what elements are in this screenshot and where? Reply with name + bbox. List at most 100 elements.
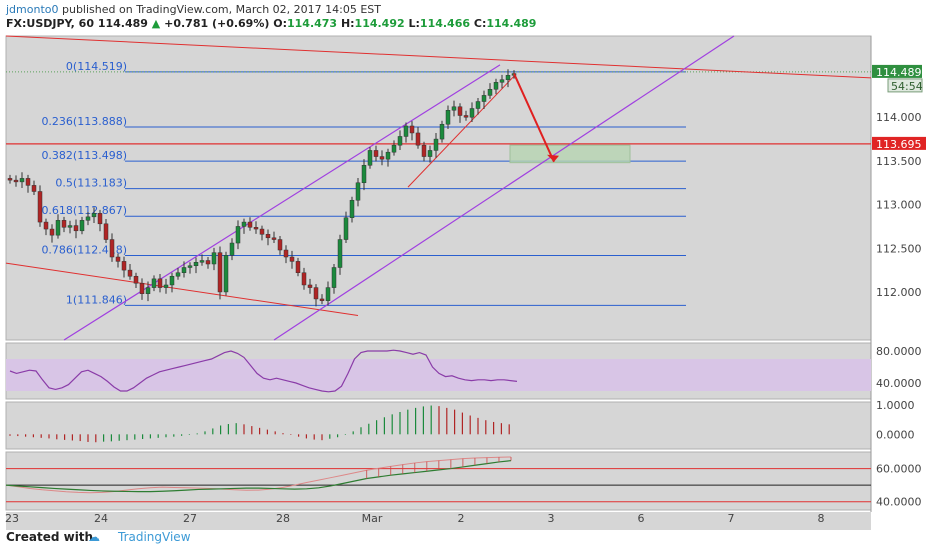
candle-body (85, 216, 91, 221)
candle-body (505, 75, 511, 80)
candle-body (481, 95, 487, 102)
price-tick-label: 112.500 (876, 242, 922, 255)
candle-body (445, 110, 451, 125)
change-value: +0.781 (+0.69%) (164, 17, 270, 30)
time-tick-label: 27 (183, 512, 197, 525)
candle-body (451, 106, 457, 111)
low-value: 114.466 (419, 17, 471, 30)
fib-label: 0(114.519) (66, 60, 127, 73)
candle-body (343, 217, 349, 240)
candle-body (427, 150, 433, 157)
last-price-badge (872, 64, 922, 78)
candle-body (163, 284, 169, 288)
macd-tick-label: 1.0000 (876, 399, 915, 412)
time-tick-label: 6 (638, 512, 645, 525)
candle-body (397, 136, 403, 146)
time-tick-label: 7 (728, 512, 735, 525)
candle-body (295, 261, 301, 273)
candle-body (127, 269, 133, 277)
price-axis-bg (871, 36, 932, 536)
close-value: 114.489 (486, 17, 537, 30)
candle-body (133, 275, 139, 284)
time-tick-label: Mar (362, 512, 383, 525)
candle-body (25, 178, 31, 186)
candle-body (355, 182, 361, 201)
candle-body (259, 228, 265, 235)
open-label: O: (273, 17, 287, 30)
candle-body (349, 199, 355, 218)
author-link[interactable]: jdmonto0 (6, 3, 59, 16)
symbol-label[interactable]: FX:USDJPY, 60 (6, 17, 94, 30)
tradingview-brand-link[interactable]: TradingView (118, 530, 191, 544)
last-price: 114.489 (97, 17, 148, 30)
price-tick-label: 113.000 (876, 199, 922, 212)
candle-body (157, 278, 163, 288)
candle-body (97, 213, 103, 225)
candle-body (361, 165, 367, 184)
candle-body (19, 178, 25, 183)
created-with-label: Created with (6, 530, 94, 544)
candle-body (7, 178, 13, 181)
time-tick-label: 3 (548, 512, 555, 525)
candle-body (13, 179, 19, 183)
price-tick-label: 114.000 (876, 111, 922, 124)
candle-body (415, 132, 421, 146)
candle-body (421, 144, 427, 157)
candle-body (235, 226, 241, 244)
candle-body (277, 239, 283, 251)
candle-body (109, 239, 115, 258)
candle-body (115, 256, 121, 262)
candle-body (463, 115, 469, 118)
candle-body (391, 144, 397, 153)
time-tick-label: 28 (276, 512, 290, 525)
candle-body (367, 150, 373, 166)
candle-body (337, 239, 343, 268)
candle-body (313, 287, 319, 300)
candle-body (247, 221, 253, 228)
time-tick-label: 8 (818, 512, 825, 525)
candle-body (499, 79, 505, 83)
low-label: L: (408, 17, 420, 30)
high-value: 114.492 (354, 17, 405, 30)
candle-body (469, 108, 475, 118)
candle-body (475, 101, 481, 109)
last-price-badge-text: 114.489 (876, 66, 922, 79)
candle-body (373, 150, 379, 157)
close-label: C: (473, 17, 487, 30)
candle-body (271, 237, 277, 240)
candle-body (73, 225, 79, 232)
candle-body (139, 282, 145, 294)
candle-body (253, 227, 259, 230)
candle-body (49, 228, 55, 236)
candle-body (31, 185, 37, 192)
candle-body (307, 284, 313, 288)
candle-body (91, 213, 97, 218)
candle-body (61, 220, 67, 228)
candle-body (379, 156, 385, 160)
candle-body (145, 287, 151, 294)
open-value: 114.473 (286, 17, 338, 30)
level-badge (872, 136, 926, 150)
candle-body (217, 252, 223, 293)
candle-body (325, 287, 331, 301)
price-tick-label: 113.500 (876, 155, 922, 168)
rsi-tick-label: 80.0000 (876, 345, 922, 358)
candle-body (403, 125, 409, 137)
published-text: published on TradingView.com, March 02, … (62, 3, 381, 16)
candle-body (175, 272, 181, 277)
candle-body (37, 191, 43, 223)
candle-body (193, 262, 199, 266)
fib-label: 0.618(112.867) (41, 204, 127, 217)
candle-body (457, 106, 463, 116)
fib-label: 0.5(113.183) (55, 177, 127, 190)
projection-arrow (513, 73, 555, 163)
time-tick-label: 23 (5, 512, 19, 525)
candle-body (103, 223, 109, 240)
tradingview-logo-icon[interactable]: ☁ (88, 530, 100, 544)
arrow-head-icon (547, 154, 559, 162)
fib-label: 0.382(113.498) (41, 149, 127, 162)
fib-label: 0.786(112.418) (41, 243, 127, 256)
candle-body (493, 82, 499, 90)
candle-body (223, 255, 229, 293)
